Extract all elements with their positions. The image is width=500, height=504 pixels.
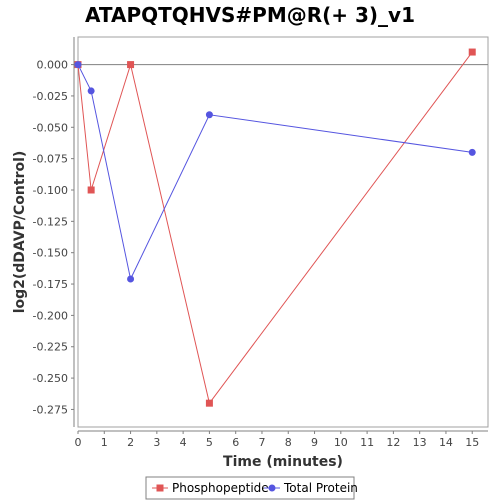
- legend-marker-phosphopeptide: [156, 484, 164, 492]
- x-tick-label: 5: [206, 436, 213, 449]
- x-tick-label: 4: [180, 436, 187, 449]
- x-tick-label: 6: [232, 436, 239, 449]
- x-tick-label: 1: [101, 436, 108, 449]
- x-axis-label: Time (minutes): [223, 454, 343, 470]
- data-point-total-protein: [87, 87, 95, 95]
- x-tick-label: 13: [413, 436, 427, 449]
- y-tick-label: -0.150: [33, 247, 68, 260]
- x-tick-label: 11: [360, 436, 374, 449]
- y-axis-label: log2(dDAVP/Control): [12, 151, 28, 314]
- y-tick-label: -0.225: [33, 341, 68, 354]
- series-layer: [74, 48, 476, 407]
- plot-area: [77, 36, 489, 428]
- y-axis: 0.000 -0.025 -0.050 -0.075 -0.100 -0.125 -0.15…: [33, 37, 75, 427]
- legend: Phosphopeptide Total Protein: [145, 476, 358, 500]
- y-tick-label: -0.200: [33, 309, 68, 322]
- legend-box: [145, 476, 355, 500]
- data-point-total-protein: [127, 275, 135, 283]
- x-tick-label: 15: [465, 436, 479, 449]
- x-tick-label: 7: [258, 436, 265, 449]
- x-tick-label: 8: [285, 436, 292, 449]
- legend-label-0: Phosphopeptide: [172, 481, 269, 495]
- data-point-phosphopeptide: [87, 186, 95, 194]
- y-tick-label: -0.125: [33, 215, 68, 228]
- x-tick-label: 3: [153, 436, 160, 449]
- y-tick-label: -0.025: [33, 90, 68, 103]
- data-point-phosphopeptide: [127, 61, 135, 69]
- chart-title: ATAPQTQHVS#PM@R(+ 3)_v1: [85, 3, 415, 27]
- y-tick-label: -0.175: [33, 278, 68, 291]
- data-point-total-protein: [468, 148, 476, 156]
- legend-label-1: Total Protein: [283, 481, 358, 495]
- x-tick-label: 9: [311, 436, 318, 449]
- x-tick-label: 2: [127, 436, 134, 449]
- data-point-phosphopeptide: [468, 48, 476, 56]
- x-axis: 0 1 2 3 4 5 6 7 8 9 10 11 12 13 14 15: [75, 430, 488, 449]
- y-tick-label: -0.275: [33, 403, 68, 416]
- y-tick-label: -0.250: [33, 372, 68, 385]
- data-point-total-protein: [74, 61, 82, 69]
- x-tick-label: 0: [75, 436, 82, 449]
- y-tick-label: -0.100: [33, 184, 68, 197]
- legend-marker-total-protein: [268, 484, 276, 492]
- y-tick-label: -0.075: [33, 153, 68, 166]
- y-tick-label: 0.000: [37, 59, 69, 72]
- x-tick-label: 14: [439, 436, 453, 449]
- x-tick-label: 10: [334, 436, 348, 449]
- y-tick-label: -0.050: [33, 121, 68, 134]
- x-tick-label: 12: [386, 436, 400, 449]
- data-point-total-protein: [205, 111, 213, 119]
- data-point-phosphopeptide: [205, 399, 213, 407]
